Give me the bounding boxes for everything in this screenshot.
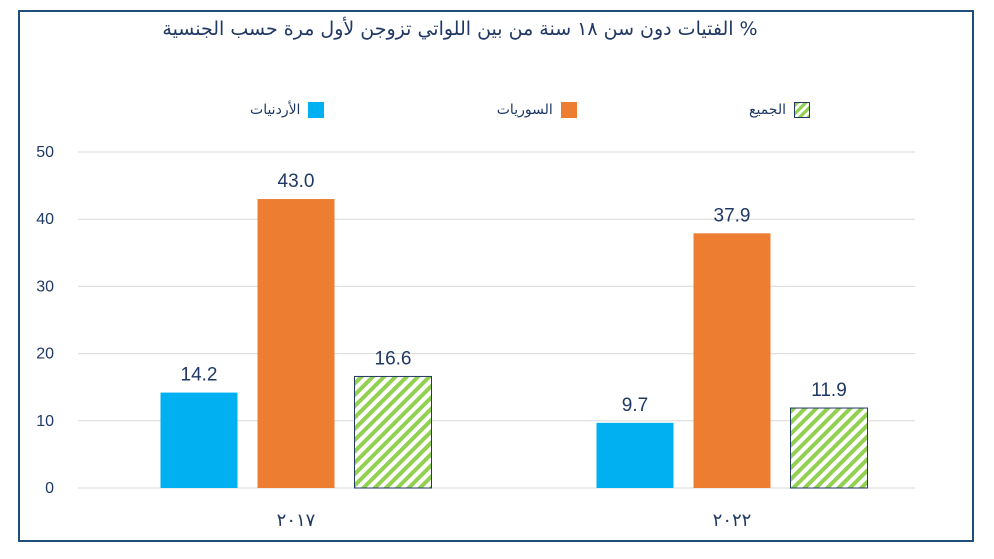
legend-item-all: الجميع — [749, 98, 810, 122]
chart-title: % الفتيات دون سن ١٨ سنة من بين اللواتي ت… — [162, 18, 758, 40]
legend-swatch-syrian — [560, 102, 577, 118]
y-tick-label: 50 — [36, 144, 54, 161]
legend-swatch-jordanian — [308, 102, 325, 118]
y-tick-label: 40 — [36, 211, 54, 228]
x-category-label: ٢٠٢٢ — [713, 510, 752, 530]
bar — [160, 392, 238, 488]
legend-item-jordanian: الأردنيات — [250, 98, 325, 122]
legend-label-all: الجميع — [749, 102, 786, 118]
bar — [596, 422, 674, 488]
bar — [790, 407, 868, 489]
data-label: 37.9 — [714, 205, 751, 226]
y-tick-label: 20 — [36, 346, 54, 363]
y-tick-label: 10 — [36, 413, 54, 430]
data-label: 14.2 — [181, 365, 218, 386]
legend-label-jordanian: الأردنيات — [250, 102, 301, 118]
data-label: 43.0 — [278, 171, 315, 192]
data-label: 11.9 — [811, 380, 847, 401]
legend-item-syrian: السوريات — [497, 98, 577, 122]
bar — [693, 233, 771, 488]
y-tick-label: 0 — [45, 480, 54, 497]
legend-label-syrian: السوريات — [496, 102, 553, 118]
bar — [257, 199, 335, 489]
data-label: 9.7 — [622, 395, 648, 416]
bar — [354, 375, 432, 489]
data-label: 16.6 — [375, 348, 412, 369]
legend-swatch-all — [794, 102, 810, 118]
y-tick-label: 30 — [36, 278, 54, 295]
legend: الأردنيات السوريات الجميع — [250, 98, 810, 122]
x-category-label: ٢٠١٧ — [277, 510, 316, 530]
